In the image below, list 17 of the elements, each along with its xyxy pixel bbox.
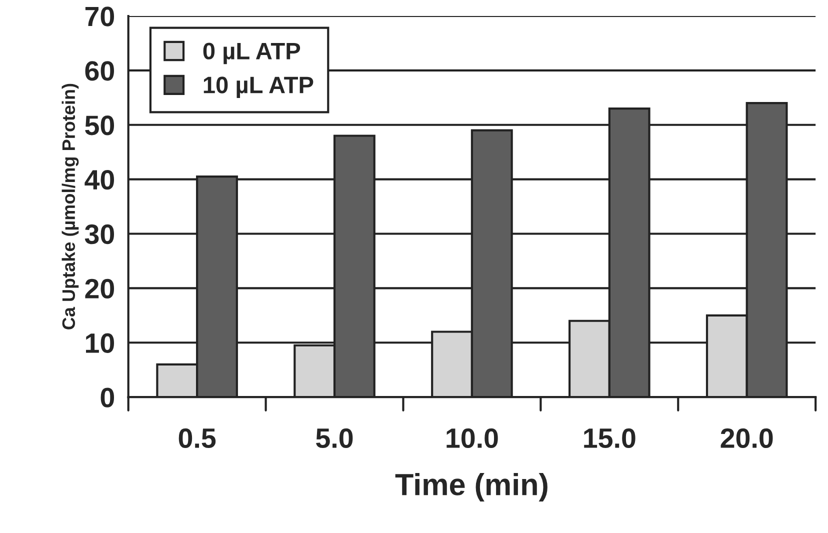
y-tick-label: 60 — [85, 61, 114, 81]
x-axis-title: Time (min) — [395, 472, 548, 502]
x-tick-label: 10.0 — [446, 428, 498, 448]
legend-label: 10 µL ATP — [204, 76, 314, 98]
legend-label: 0 µL ATP — [203, 42, 300, 64]
x-tick-label: 0.5 — [178, 428, 216, 448]
y-tick-label: 0 — [100, 388, 114, 408]
y-tick-label: 40 — [84, 170, 114, 190]
y-tick-label: 30 — [84, 224, 114, 244]
y-tick-label: 20 — [85, 278, 114, 299]
x-tick-label: 20.0 — [720, 428, 773, 448]
y-axis-title: Ca Uptake (µmol/mg Protein) — [62, 84, 79, 330]
x-tick-label: 15.0 — [584, 428, 636, 448]
y-tick-label: 10 — [86, 333, 114, 353]
x-tick-label: 5.0 — [316, 428, 353, 448]
y-tick-label: 70 — [85, 6, 114, 26]
y-tick-label: 50 — [85, 116, 114, 136]
